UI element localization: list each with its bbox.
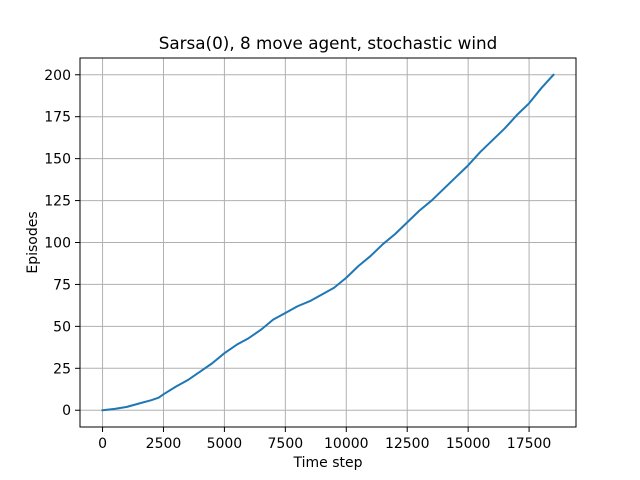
y-axis: 0 25 50 75 100 125 150 175 200 bbox=[44, 68, 80, 419]
x-tick-label: 7500 bbox=[268, 436, 304, 452]
chart-title: Sarsa(0), 8 move agent, stochastic wind bbox=[159, 33, 498, 53]
y-axis-label: Episodes bbox=[25, 211, 41, 273]
x-axis: 0 2500 5000 7500 10000 12500 15000 17500 bbox=[98, 427, 551, 452]
y-tick-label: 25 bbox=[53, 361, 71, 377]
plot-series bbox=[101, 73, 555, 412]
y-grid bbox=[80, 74, 576, 411]
y-tick-label: 200 bbox=[44, 68, 71, 84]
y-tick-label: 75 bbox=[53, 277, 71, 293]
x-tick-label: 17500 bbox=[507, 436, 552, 452]
x-axis-label: Time step bbox=[293, 455, 363, 471]
y-tick-label: 50 bbox=[53, 319, 71, 335]
series-line-0 bbox=[101, 73, 555, 412]
x-tick-label: 10000 bbox=[324, 436, 369, 452]
y-tick-label: 150 bbox=[44, 152, 71, 168]
y-tick-label: 125 bbox=[44, 194, 71, 210]
y-tick-label: 175 bbox=[44, 110, 71, 126]
x-tick-label: 2500 bbox=[146, 436, 182, 452]
x-tick-label: 0 bbox=[98, 436, 107, 452]
y-tick-label: 0 bbox=[62, 403, 71, 419]
x-tick-label: 12500 bbox=[385, 436, 430, 452]
x-tick-label: 15000 bbox=[446, 436, 491, 452]
x-tick-label: 5000 bbox=[207, 436, 243, 452]
y-tick-label: 100 bbox=[44, 236, 71, 252]
